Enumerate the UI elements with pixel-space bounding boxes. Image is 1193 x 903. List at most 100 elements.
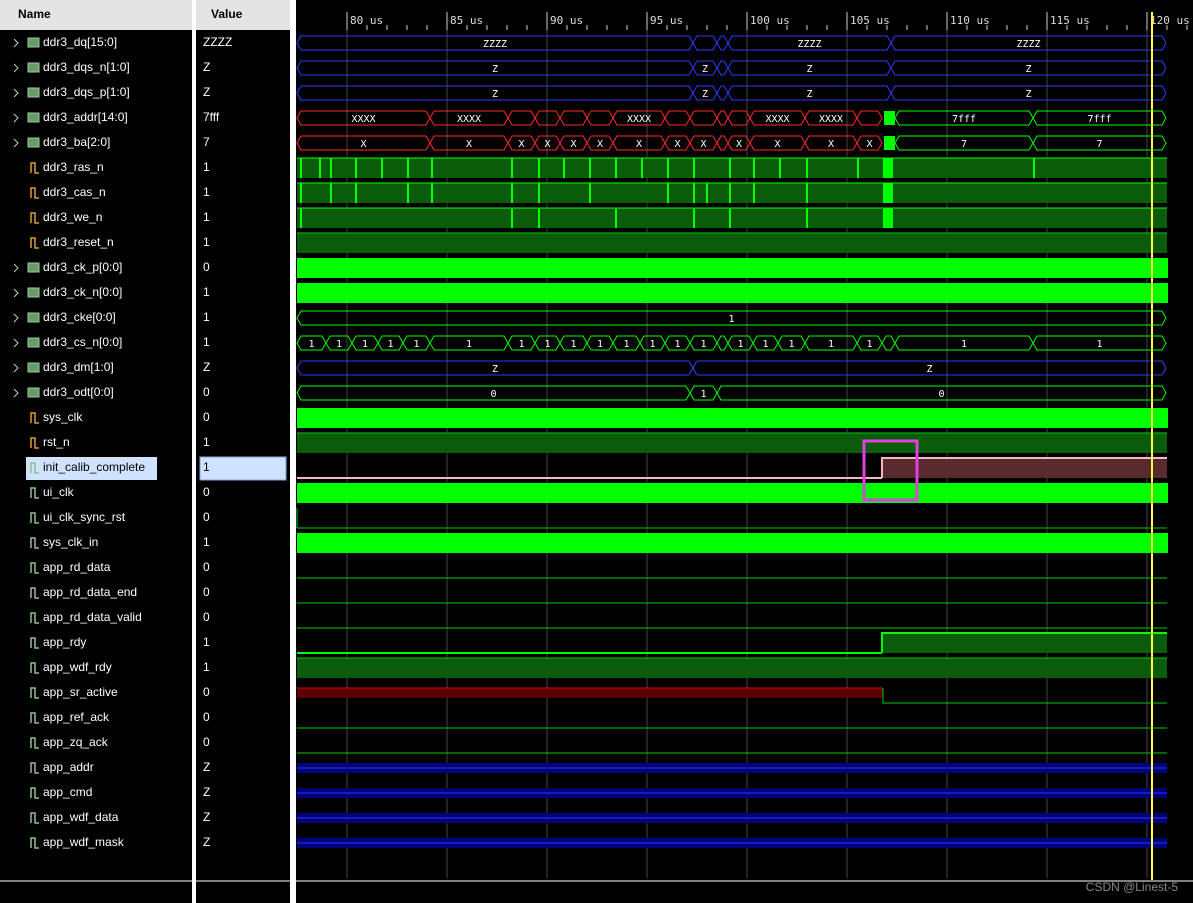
signal-name: ddr3_ck_n[0:0] [43,285,122,299]
signal-value: 0 [203,710,210,724]
bus-label: XXXX [351,114,375,125]
bit-icon [30,812,39,824]
bus-label: 1 [762,339,768,350]
signal-value: 1 [203,210,210,224]
bus-label: Z [806,64,812,75]
expand-arrow [13,88,19,98]
step-edge [881,632,1167,653]
pulse [511,183,513,203]
bit-icon [30,162,39,174]
bus-label: Z [702,89,708,100]
bus-label: 1 [308,339,314,350]
expand-arrow [13,363,19,373]
time-label: 90 us [550,14,583,27]
pulse [319,158,321,178]
pulse [355,183,357,203]
signal-name: init_calib_complete [43,460,145,474]
bus-label: 1 [597,339,603,350]
bus-label: 7fff [952,114,976,125]
signal-value: 0 [203,260,210,274]
signal-value: 7 [203,135,210,149]
signal-value: 0 [203,685,210,699]
column-divider [192,0,196,903]
signal-name: rst_n [43,435,70,449]
bus-label: X [674,139,680,150]
bus-label: 1 [674,339,680,350]
signal-value: ZZZZ [203,35,232,49]
bit-icon [30,537,39,549]
signal-value: Z [203,60,210,74]
time-label: 95 us [650,14,683,27]
signal-value: Z [203,810,210,824]
signal-name: app_rdy [43,635,86,649]
pulse [779,158,781,178]
pulse [706,183,708,203]
time-header [296,0,1193,30]
signal-name: ddr3_cas_n [43,185,106,199]
signal-name: ddr3_ck_p[0:0] [43,260,122,274]
expand-arrow [13,113,19,123]
signal-name: app_rd_data [43,560,111,574]
signal-value: Z [203,785,210,799]
bus-label: 1 [700,389,706,400]
bus-label: 7 [961,139,967,150]
bus-label: X [736,139,742,150]
pulse [589,183,591,203]
pulse [330,183,332,203]
signal-value: 0 [203,610,210,624]
bus-segment [296,310,1167,326]
bit-icon [30,437,39,449]
signal-value: Z [203,835,210,849]
signal-name: app_cmd [43,785,92,799]
bus-label: Z [926,364,932,375]
bus-segment [716,385,1167,401]
high-fill [882,633,1167,653]
pulse [806,183,808,203]
pulse [300,208,302,228]
pulse [693,208,695,228]
time-label: 110 us [950,14,990,27]
bus-label: X [466,139,472,150]
bit-icon [30,212,39,224]
name-header-text: Name [18,7,51,21]
bus-icon [27,62,40,73]
pulse-burst [884,208,893,228]
signal-value: 1 [203,435,210,449]
bit-icon [30,587,39,599]
signal-name: app_ref_ack [43,710,110,724]
high-fill [297,658,1167,678]
bus-label: XXXX [627,114,651,125]
high-fill [297,158,1167,178]
high-fill [297,208,1167,228]
bus-label: X [866,139,872,150]
signal-value: 1 [203,310,210,324]
signal-name: ddr3_dqs_n[1:0] [43,60,130,74]
signal-name: sys_clk [43,410,83,424]
bit-icon [30,787,39,799]
bus-label: 1 [828,339,834,350]
clock-fill [297,258,1168,278]
bus-segment [890,35,1167,51]
bit-icon [30,637,39,649]
name-header [0,0,192,30]
pulse [729,158,731,178]
expand-arrow [13,288,19,298]
bus-label: Z [1025,64,1031,75]
expand-arrow [13,388,19,398]
bus-label: ZZZZ [483,39,507,50]
bus-icon [27,387,40,398]
pulse [641,158,643,178]
bus-label: 1 [700,339,706,350]
time-label: 105 us [850,14,890,27]
pulse [300,183,302,203]
signal-name: ddr3_dqs_p[1:0] [43,85,130,99]
pulse [857,158,859,178]
signal-value: Z [203,760,210,774]
bus-burst [884,111,895,125]
pulse [667,158,669,178]
pulse [693,158,695,178]
bit-icon [30,837,39,849]
signal-name: app_sr_active [43,685,118,699]
pulse [667,183,669,203]
bus-segment [1032,110,1167,126]
